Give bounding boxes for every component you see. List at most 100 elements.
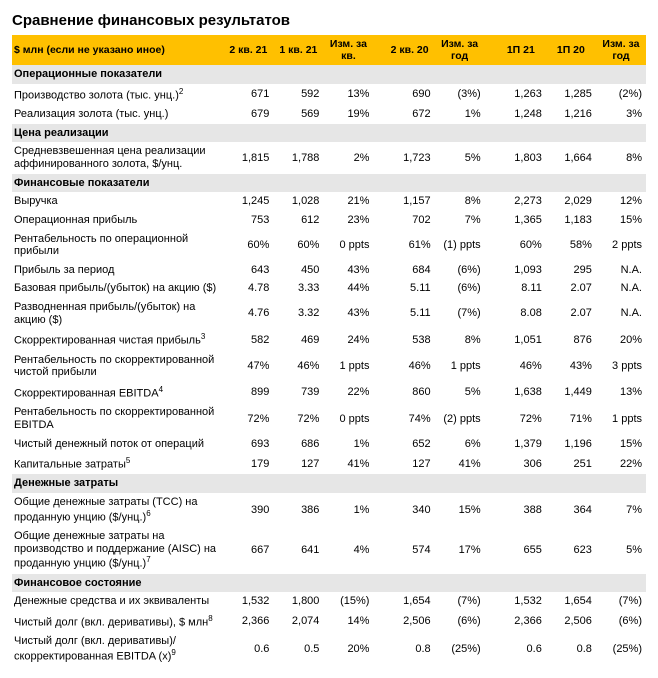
cell-value: 1,263 [496, 84, 546, 105]
cell-value: 22% [323, 382, 373, 403]
cell-sep [485, 142, 496, 173]
cell-value: (7%) [596, 592, 646, 611]
row-label: Реализация золота (тыс. унц.) [12, 105, 223, 124]
cell-value: 4.76 [223, 298, 273, 329]
cell-value: 1% [323, 435, 373, 454]
cell-value: 4.78 [223, 279, 273, 298]
cell-value: 1,815 [223, 142, 273, 173]
page-title: Сравнение финансовых результатов [12, 12, 646, 29]
cell-value: 899 [223, 382, 273, 403]
footnote-ref: 5 [126, 456, 130, 465]
cell-value: 340 [385, 493, 435, 527]
cell-value: 3 ppts [596, 351, 646, 382]
col-q2-21: 2 кв. 21 [223, 35, 273, 65]
header-unit: $ млн (если не указано иное) [12, 35, 223, 65]
table-row: Средневзвешенная цена реализации аффинир… [12, 142, 646, 173]
col-qoq: Изм. за кв. [323, 35, 373, 65]
cell-value: 295 [546, 261, 596, 280]
cell-value: 5.11 [385, 298, 435, 329]
cell-sep [373, 261, 384, 280]
cell-value: 46% [496, 351, 546, 382]
cell-sep [485, 632, 496, 666]
cell-value: 0.8 [385, 632, 435, 666]
cell-value: 667 [223, 527, 273, 574]
cell-value: 1,379 [496, 435, 546, 454]
cell-sep [485, 453, 496, 474]
cell-value: 1% [323, 493, 373, 527]
cell-sep [373, 211, 384, 230]
cell-value: 72% [496, 403, 546, 434]
cell-value: 19% [323, 105, 373, 124]
cell-value: 2,074 [273, 611, 323, 632]
table-row: Прибыль за период64345043%684(6%)1,09329… [12, 261, 646, 280]
section-label: Цена реализации [12, 124, 646, 143]
footnote-ref: 7 [146, 555, 150, 564]
cell-sep [373, 611, 384, 632]
cell-value: 1,157 [385, 192, 435, 211]
cell-value: 24% [323, 329, 373, 350]
cell-value: 469 [273, 329, 323, 350]
cell-value: 623 [546, 527, 596, 574]
cell-value: 46% [273, 351, 323, 382]
cell-value: (25%) [596, 632, 646, 666]
cell-value: (6%) [435, 279, 485, 298]
table-row: Скорректированная чистая прибыль35824692… [12, 329, 646, 350]
cell-sep [373, 435, 384, 454]
cell-value: (3%) [435, 84, 485, 105]
cell-value: 690 [385, 84, 435, 105]
cell-value: 46% [385, 351, 435, 382]
footnote-ref: 3 [201, 332, 205, 341]
cell-value: 1,196 [546, 435, 596, 454]
cell-value: 538 [385, 329, 435, 350]
col-sep-1 [373, 35, 384, 65]
cell-value: 0.6 [223, 632, 273, 666]
cell-value: 6% [435, 435, 485, 454]
cell-sep [485, 261, 496, 280]
cell-sep [485, 298, 496, 329]
cell-value: 386 [273, 493, 323, 527]
cell-value: 8% [596, 142, 646, 173]
cell-value: 5% [596, 527, 646, 574]
row-label: Чистый денежный поток от операций [12, 435, 223, 454]
cell-value: 1,723 [385, 142, 435, 173]
cell-sep [373, 403, 384, 434]
section-header: Финансовые показатели [12, 174, 646, 193]
cell-value: 1% [435, 105, 485, 124]
cell-value: 2,029 [546, 192, 596, 211]
cell-value: 684 [385, 261, 435, 280]
cell-value: 127 [385, 453, 435, 474]
cell-value: 61% [385, 230, 435, 261]
cell-value: 22% [596, 453, 646, 474]
cell-value: 21% [323, 192, 373, 211]
cell-value: 127 [273, 453, 323, 474]
cell-sep [485, 230, 496, 261]
cell-sep [373, 230, 384, 261]
cell-sep [373, 192, 384, 211]
table-row: Чистый долг (вкл. деривативы), $ млн82,3… [12, 611, 646, 632]
col-1h20: 1П 20 [546, 35, 596, 65]
cell-value: 1 ppts [596, 403, 646, 434]
row-label: Чистый долг (вкл. деривативы), $ млн8 [12, 611, 223, 632]
table-row: Операционная прибыль75361223%7027%1,3651… [12, 211, 646, 230]
cell-sep [485, 329, 496, 350]
cell-value: 1,638 [496, 382, 546, 403]
cell-value: 672 [385, 105, 435, 124]
table-row: Реализация золота (тыс. унц.)67956919%67… [12, 105, 646, 124]
cell-sep [485, 611, 496, 632]
cell-sep [485, 382, 496, 403]
cell-sep [485, 493, 496, 527]
cell-value: 1,654 [546, 592, 596, 611]
cell-value: 41% [435, 453, 485, 474]
cell-value: 60% [496, 230, 546, 261]
cell-value: 1,216 [546, 105, 596, 124]
table-row: Денежные средства и их эквиваленты1,5321… [12, 592, 646, 611]
footnote-ref: 9 [171, 648, 175, 657]
cell-value: 15% [596, 435, 646, 454]
table-row: Рентабельность по скорректированной EBIT… [12, 403, 646, 434]
row-label: Общие денежные затраты (ТСС) на проданну… [12, 493, 223, 527]
cell-value: 4% [323, 527, 373, 574]
cell-value: 13% [596, 382, 646, 403]
cell-sep [373, 592, 384, 611]
cell-value: 1,449 [546, 382, 596, 403]
cell-value: N.A. [596, 279, 646, 298]
